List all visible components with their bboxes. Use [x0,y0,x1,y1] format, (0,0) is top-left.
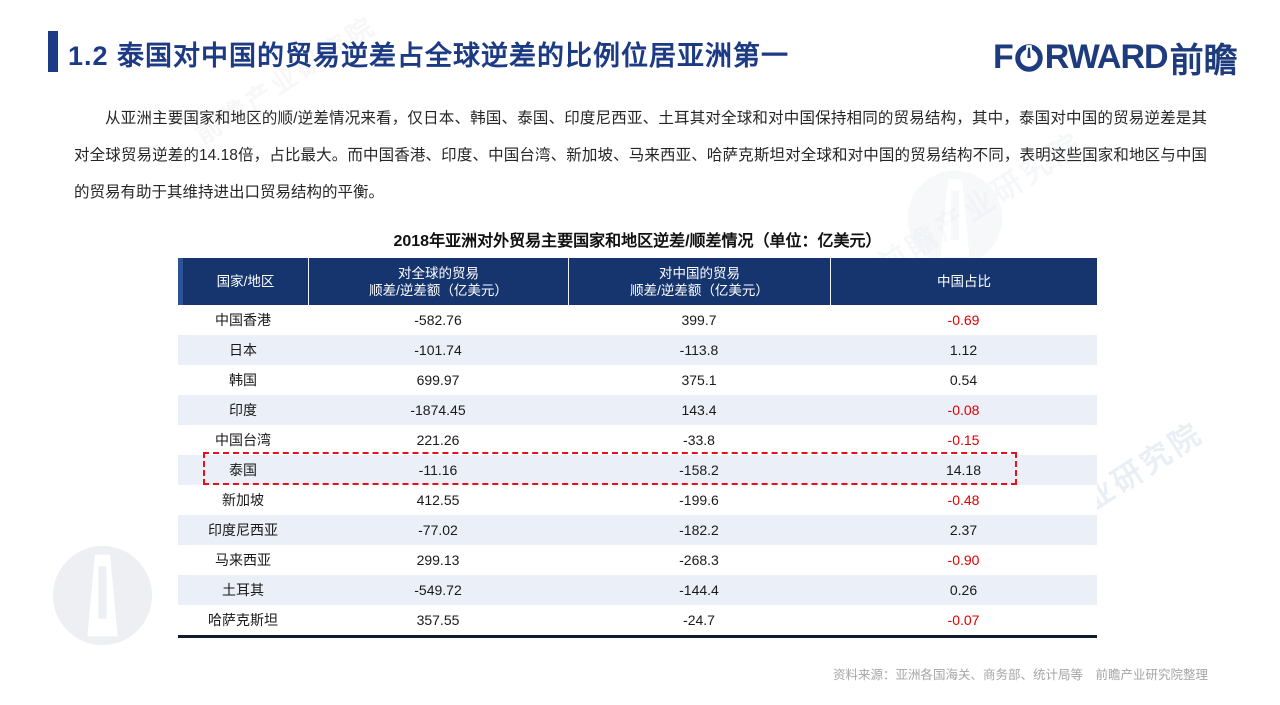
header-region: 国家/地区 [178,258,308,305]
cell-china-ratio: 1.12 [949,342,978,358]
cell-china-ratio: 0.54 [949,372,978,388]
header-label: 国家/地区 [216,274,275,289]
logo-text-rward: RWARD [1044,38,1169,76]
cell-region: 韩国 [229,372,257,388]
cell-global-balance: -101.74 [414,342,462,358]
header-label: 中国占比 [937,274,991,289]
cell-region: 哈萨克斯坦 [208,612,278,628]
cell-china-ratio: -0.90 [947,552,980,568]
table-row: 韩国 699.97 375.1 0.54 [178,365,1097,395]
table-row: 泰国 -11.16 -158.2 14.18 [178,455,1097,485]
cell-china-ratio: -0.69 [947,312,980,328]
table-row: 中国香港 -582.76 399.7 -0.69 [178,305,1097,335]
cell-global-balance: -549.72 [414,582,462,598]
cell-global-balance: -11.16 [418,462,458,478]
table-row: 日本 -101.74 -113.8 1.12 [178,335,1097,365]
page-title: 1.2 泰国对中国的贸易逆差占全球逆差的比例位居亚洲第一 [68,41,790,71]
table-body: 中国香港 -582.76 399.7 -0.69 日本 -101.74 -113… [178,305,1097,635]
title-accent-bar [48,31,58,72]
cell-china-balance: -268.3 [679,552,719,568]
cell-region: 泰国 [229,462,257,478]
lighthouse-o-icon [1013,43,1045,73]
cell-china-balance: -33.8 [683,432,715,448]
cell-china-balance: -199.6 [679,492,719,508]
header-global-balance: 对全球的贸易 顺差/逆差额（亿美元） [308,258,568,305]
logo-text-f: F [993,38,1014,76]
header-label: 顺差/逆差额（亿美元） [630,282,769,298]
cell-china-balance: -113.8 [679,342,719,358]
watermark-lighthouse-logo-icon [50,543,155,653]
logo-text-cn: 前瞻 [1169,42,1238,80]
table-row: 土耳其 -549.72 -144.4 0.26 [178,575,1097,605]
cell-china-ratio: -0.15 [947,432,980,448]
cell-china-ratio: -0.48 [947,492,980,508]
cell-china-balance: -182.2 [679,522,719,538]
table-row: 哈萨克斯坦 357.55 -24.7 -0.07 [178,605,1097,635]
trade-balance-table: 国家/地区 对全球的贸易 顺差/逆差额（亿美元） 对中国的贸易 顺差/逆差额（亿… [178,258,1097,638]
table-row: 印度尼西亚 -77.02 -182.2 2.37 [178,515,1097,545]
table-title: 2018年亚洲对外贸易主要国家和地区逆差/顺差情况（单位：亿美元） [393,233,882,250]
table-row: 印度 -1874.45 143.4 -0.08 [178,395,1097,425]
cell-region: 日本 [229,342,257,358]
cell-global-balance: 412.55 [416,492,460,508]
cell-global-balance: 357.55 [416,612,460,628]
cell-china-balance: -144.4 [679,582,719,598]
cell-region: 印度 [229,402,257,418]
cell-global-balance: 699.97 [416,372,460,388]
cell-region: 新加坡 [222,492,264,508]
cell-china-ratio: 0.26 [949,582,978,598]
cell-region: 马来西亚 [215,552,271,568]
cell-china-ratio: -0.08 [947,402,980,418]
cell-china-balance: 143.4 [681,402,717,418]
table-row: 中国台湾 221.26 -33.8 -0.15 [178,425,1097,455]
cell-china-ratio: 14.18 [945,462,982,478]
source-note: 资料来源：亚洲各国海关、商务部、统计局等 前瞻产业研究院整理 [832,668,1208,682]
cell-region: 印度尼西亚 [208,522,278,538]
cell-china-balance: 375.1 [681,372,717,388]
table-row: 马来西亚 299.13 -268.3 -0.90 [178,545,1097,575]
cell-global-balance: 221.26 [416,432,460,448]
cell-china-balance: 399.7 [681,312,717,328]
forward-brand-logo: F RWARD 前瞻 [993,33,1238,82]
cell-region: 土耳其 [222,582,264,598]
header-label: 对中国的贸易 [659,265,740,281]
cell-global-balance: -582.76 [414,312,462,328]
body-paragraph: 从亚洲主要国家和地区的顺/逆差情况来看，仅日本、韩国、泰国、印度尼西亚、土耳其对… [74,110,1207,201]
header-china-ratio: 中国占比 [830,258,1097,305]
cell-china-balance: -158.2 [679,462,719,478]
header-china-balance: 对中国的贸易 顺差/逆差额（亿美元） [568,258,830,305]
cell-global-balance: -77.02 [418,522,458,538]
header-label: 顺差/逆差额（亿美元） [369,282,508,298]
cell-china-ratio: -0.07 [947,612,980,628]
cell-china-ratio: 2.37 [949,522,978,538]
table-header-row: 国家/地区 对全球的贸易 顺差/逆差额（亿美元） 对中国的贸易 顺差/逆差额（亿… [178,258,1097,305]
cell-region: 中国香港 [215,312,271,328]
cell-region: 中国台湾 [215,432,271,448]
thailand-row-highlight-box [203,452,1017,485]
cell-global-balance: -1874.45 [410,402,466,418]
header-label: 对全球的贸易 [398,265,479,281]
cell-global-balance: 299.13 [416,552,460,568]
cell-china-balance: -24.7 [683,612,715,628]
table-row: 新加坡 412.55 -199.6 -0.48 [178,485,1097,515]
